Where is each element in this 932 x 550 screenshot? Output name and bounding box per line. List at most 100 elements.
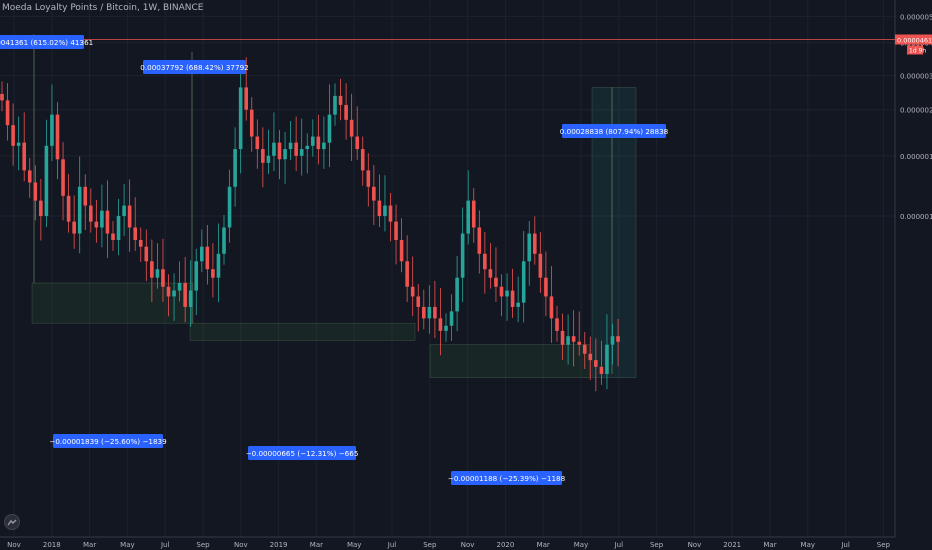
x-tick-label: Nov [688, 541, 702, 549]
candle-body [122, 205, 126, 217]
range-box-1 [31, 282, 194, 324]
candle-body [72, 221, 76, 234]
candle-body [433, 306, 437, 319]
candle-body [11, 125, 15, 146]
y-tick-label: 0.00000120 [900, 213, 932, 221]
candle-body [89, 205, 93, 222]
x-tick-label: Sep [196, 541, 210, 549]
x-tick-label: 2019 [270, 541, 288, 549]
candle-body [155, 269, 160, 278]
candle-body [211, 269, 215, 278]
candle-body [216, 253, 221, 278]
annotation-label: −0.00001188 (−25.39%) −1188 [448, 474, 566, 483]
candle-body [39, 200, 43, 217]
candle-body [477, 227, 482, 254]
annotation-label: −0.00001839 (−25.60%) −1839 [49, 437, 167, 446]
y-tick-label: 0.00000550 [900, 13, 932, 21]
x-tick-label: Jul [387, 541, 397, 549]
price-tag-bg [895, 34, 932, 45]
candle-body [571, 336, 576, 342]
candle-body [566, 336, 570, 345]
candle-body [555, 318, 559, 331]
candle-body [338, 95, 343, 105]
candle-body [288, 142, 293, 150]
candle-body [422, 306, 426, 319]
candle-body [311, 136, 315, 146]
candle-body [200, 246, 204, 262]
candle-body [227, 186, 232, 228]
candle-body [299, 149, 304, 156]
candle-body [355, 136, 359, 150]
candle-body [372, 186, 376, 201]
candle-body [55, 114, 60, 160]
candle-body [177, 283, 182, 291]
candle-body [333, 95, 337, 115]
candle-body [322, 142, 326, 150]
x-tick-label: Mar [83, 541, 96, 549]
candle-body [22, 142, 26, 171]
x-tick-label: Sep [423, 541, 437, 549]
candle-body [77, 186, 82, 234]
y-tick-label: 0.00000190 [900, 153, 932, 161]
candle-body [188, 290, 193, 307]
candle-body [594, 360, 598, 367]
candle-body [50, 114, 54, 146]
candle-body [388, 205, 393, 222]
candle-body [483, 253, 487, 270]
candle-body [116, 216, 121, 240]
candle-body [466, 200, 470, 234]
x-tick-label: Nov [7, 541, 21, 549]
candle-body [261, 149, 265, 163]
candle-body [444, 325, 448, 331]
candle-body [416, 296, 421, 307]
candle-body [327, 114, 332, 143]
candle-body [499, 286, 504, 297]
range-box-3 [429, 344, 591, 378]
x-tick-label: May [120, 541, 134, 549]
x-tick-label: May [574, 541, 588, 549]
candle-body [344, 104, 348, 120]
annotation-label: −0.00000665 (−12.31%) −665 [246, 449, 359, 458]
price-tag-value: 0.00004612 [897, 37, 932, 45]
x-tick-label: Jul [840, 541, 850, 549]
annotation-label-bg [143, 60, 246, 74]
candle-body [544, 277, 548, 297]
candle-body [410, 286, 415, 297]
candle-body [377, 200, 382, 217]
candle-body [294, 142, 298, 156]
candle-body [94, 221, 99, 228]
candle-body [166, 286, 171, 297]
candle-body [360, 149, 365, 171]
candle-body [349, 119, 354, 137]
candle-body [266, 155, 271, 163]
candle-body [138, 239, 143, 247]
candle-body [161, 269, 165, 287]
candle-body [527, 233, 532, 262]
x-tick-label: Jul [160, 541, 170, 549]
candle-body [394, 221, 398, 240]
candle-body [577, 341, 581, 345]
candle-body [599, 366, 604, 374]
candle-body [560, 330, 565, 345]
candle-body [383, 205, 387, 217]
tradingview-logo[interactable] [4, 514, 20, 530]
price-timer: 1d 9h [909, 48, 926, 55]
candle-body [5, 100, 10, 126]
candle-body [405, 261, 409, 287]
x-tick-label: Nov [234, 541, 248, 549]
candle-body [100, 210, 104, 228]
candle-body [83, 186, 88, 206]
candle-body [582, 344, 587, 354]
candle-body [277, 142, 282, 160]
candle-body [150, 261, 154, 278]
x-tick-label: Mar [763, 541, 776, 549]
candle-body [549, 296, 554, 319]
y-tick-label: 0.00000270 [900, 107, 932, 115]
candle-body [111, 233, 115, 240]
candle-body [222, 227, 226, 254]
candle-body [66, 195, 71, 222]
candle-body [510, 290, 515, 307]
